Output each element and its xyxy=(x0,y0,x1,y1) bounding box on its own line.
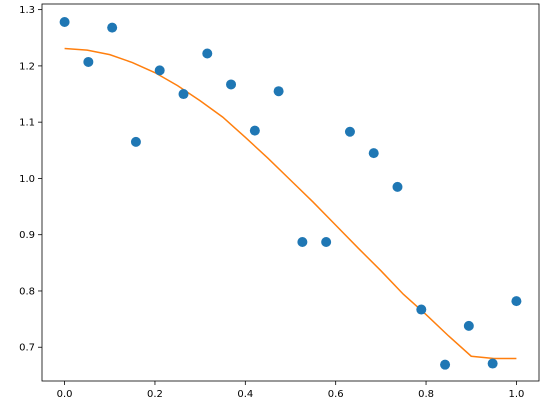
data-point xyxy=(273,86,284,97)
y-tick-label: 0.9 xyxy=(19,230,35,241)
y-tick-label: 1.3 xyxy=(19,5,35,16)
x-tick-label: 0.4 xyxy=(237,389,253,400)
data-point xyxy=(178,89,189,100)
x-tick-label: 0.2 xyxy=(147,389,163,400)
data-point xyxy=(249,125,260,136)
data-point xyxy=(392,181,403,192)
data-point xyxy=(321,237,332,248)
data-point xyxy=(297,237,308,248)
x-tick-label: 1.0 xyxy=(508,389,524,400)
data-point xyxy=(59,17,70,28)
fit-line xyxy=(64,47,517,360)
data-point xyxy=(226,79,237,90)
data-point xyxy=(440,359,451,370)
y-tick-label: 0.8 xyxy=(19,286,35,297)
data-point xyxy=(130,136,141,147)
data-point xyxy=(107,22,118,33)
x-tick-label: 0.8 xyxy=(418,389,434,400)
y-tick-label: 1.1 xyxy=(19,118,35,129)
data-point xyxy=(487,358,498,369)
y-tick-label: 1.0 xyxy=(19,174,35,185)
data-point xyxy=(154,65,165,76)
y-tick-label: 0.7 xyxy=(19,343,35,354)
data-point xyxy=(511,296,522,307)
x-tick-label: 0.0 xyxy=(57,389,73,400)
y-tick-label: 1.2 xyxy=(19,61,35,72)
plot-frame xyxy=(41,3,540,382)
data-point xyxy=(202,48,213,59)
series-layer xyxy=(59,17,522,370)
data-point xyxy=(368,148,379,159)
data-point xyxy=(416,304,427,315)
data-point xyxy=(83,56,94,67)
y-axis: 0.7 0.8 0.9 1.0 1.1 1.2 1.3 xyxy=(19,5,42,354)
data-point xyxy=(463,320,474,331)
x-axis: 0.0 0.2 0.4 0.6 0.8 1.0 xyxy=(57,381,524,400)
plot-background xyxy=(42,4,539,381)
data-point xyxy=(344,126,355,137)
x-tick-label: 0.6 xyxy=(328,389,344,400)
